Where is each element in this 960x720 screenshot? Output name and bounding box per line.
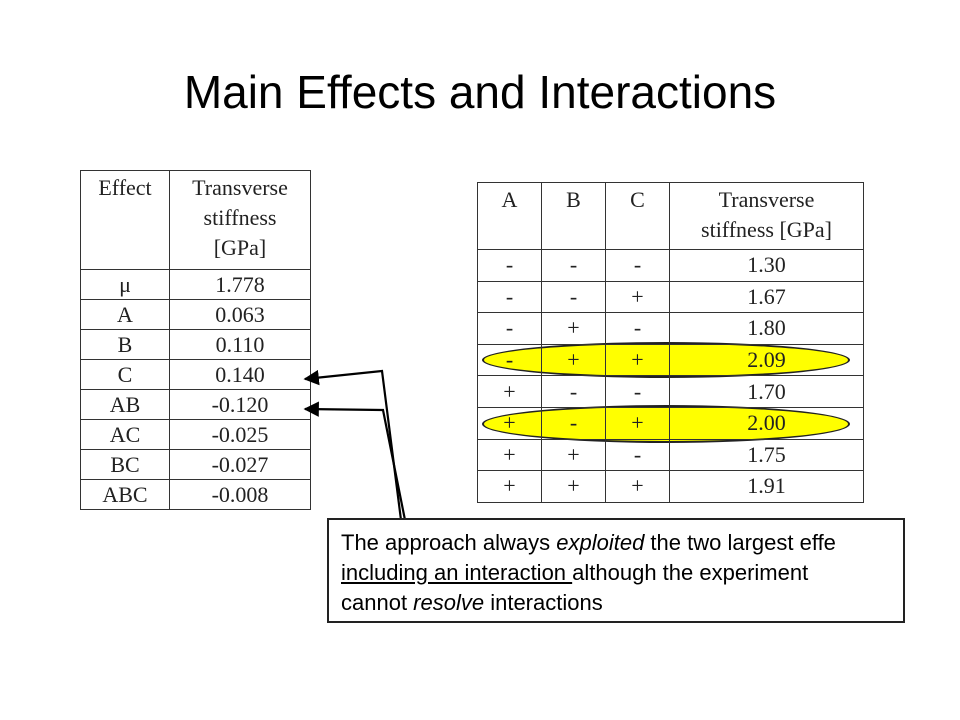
stiffness-value: 1.67 bbox=[669, 280, 864, 314]
design-header-c: C bbox=[605, 182, 670, 250]
design-header-row: A B C Transverse stiffness [GPa] bbox=[477, 182, 864, 250]
note-line-2: including an interaction although the ex… bbox=[341, 558, 903, 588]
note-text: cannot bbox=[341, 590, 414, 615]
design-row-7: + + -1.75 bbox=[477, 438, 864, 472]
effect-value: -0.008 bbox=[169, 479, 311, 510]
effect-name: ABC bbox=[80, 479, 170, 510]
design-row-5: + - -1.70 bbox=[477, 375, 864, 408]
level-a: + bbox=[477, 375, 542, 408]
effect-value: 0.110 bbox=[169, 329, 311, 360]
note-emphasis: resolve bbox=[413, 590, 485, 615]
note-underlined: including an interaction bbox=[341, 560, 573, 585]
arrow-to-c bbox=[303, 369, 403, 521]
design-header-b: B bbox=[541, 182, 606, 250]
level-c: - bbox=[605, 375, 670, 408]
effect-value: 0.063 bbox=[169, 299, 311, 330]
level-a: - bbox=[477, 280, 542, 314]
stiffness-value: 1.91 bbox=[669, 470, 864, 503]
level-c: + bbox=[605, 406, 670, 440]
note-box: The approach always exploited the two la… bbox=[327, 518, 905, 623]
level-a: + bbox=[477, 406, 542, 440]
design-row-8: + + +1.91 bbox=[477, 470, 864, 503]
effect-name: AC bbox=[80, 419, 170, 450]
effects-row-abc: ABC -0.008 bbox=[80, 479, 311, 510]
level-c: - bbox=[605, 438, 670, 472]
arrow-to-ab bbox=[303, 401, 407, 521]
effects-header-effect: Effect bbox=[80, 170, 170, 270]
stiffness-value: 1.30 bbox=[669, 249, 864, 282]
level-b: - bbox=[541, 280, 606, 314]
effect-value: 0.140 bbox=[169, 359, 311, 390]
effects-row-b: B 0.110 bbox=[80, 329, 311, 360]
note-text: interactions bbox=[484, 590, 603, 615]
effect-value: 1.778 bbox=[169, 269, 311, 300]
effects-table: Effect Transverse stiffness [GPa] μ 1.778… bbox=[80, 170, 311, 510]
stiffness-value: 2.00 bbox=[669, 406, 864, 440]
effects-row-ac: AC -0.025 bbox=[80, 419, 311, 450]
effect-value: -0.027 bbox=[169, 449, 311, 480]
level-c: + bbox=[605, 280, 670, 314]
stiffness-value: 2.09 bbox=[669, 343, 864, 377]
level-b: - bbox=[541, 406, 606, 440]
effect-name: B bbox=[80, 329, 170, 360]
stiffness-value: 1.75 bbox=[669, 438, 864, 472]
effects-row-a: A 0.063 bbox=[80, 299, 311, 330]
design-row-6: + - +2.00 bbox=[477, 406, 864, 440]
level-c: + bbox=[605, 343, 670, 377]
level-c: - bbox=[605, 312, 670, 345]
note-line-1: The approach always exploited the two la… bbox=[341, 528, 903, 558]
note-text: The approach always bbox=[341, 530, 557, 555]
slide-title: Main Effects and Interactions bbox=[183, 66, 777, 118]
effect-name: A bbox=[80, 299, 170, 330]
level-b: - bbox=[541, 375, 606, 408]
effect-value: -0.025 bbox=[169, 419, 311, 450]
design-row-3: - + -1.80 bbox=[477, 312, 864, 345]
design-row-4: - + +2.09 bbox=[477, 343, 864, 377]
level-a: + bbox=[477, 470, 542, 503]
stiffness-value: 1.70 bbox=[669, 375, 864, 408]
effect-name: BC bbox=[80, 449, 170, 480]
effects-row-bc: BC -0.027 bbox=[80, 449, 311, 480]
design-row-1: - - -1.30 bbox=[477, 249, 864, 282]
design-table: A B C Transverse stiffness [GPa] - - -1.30… bbox=[477, 182, 864, 503]
level-c: + bbox=[605, 470, 670, 503]
design-header-stiffness: Transverse stiffness [GPa] bbox=[669, 182, 864, 250]
note-text: although the experiment bbox=[572, 560, 809, 585]
note-text: the two largest effe bbox=[644, 530, 836, 555]
design-row-2: - - +1.67 bbox=[477, 280, 864, 314]
effect-name: AB bbox=[80, 389, 170, 420]
stiffness-value: 1.80 bbox=[669, 312, 864, 345]
level-b: + bbox=[541, 470, 606, 503]
note-line-3: cannot resolve interactions bbox=[341, 588, 903, 618]
level-b: + bbox=[541, 343, 606, 377]
level-a: - bbox=[477, 343, 542, 377]
effects-row-c: C 0.140 bbox=[80, 359, 311, 390]
note-emphasis: exploited bbox=[556, 530, 645, 555]
